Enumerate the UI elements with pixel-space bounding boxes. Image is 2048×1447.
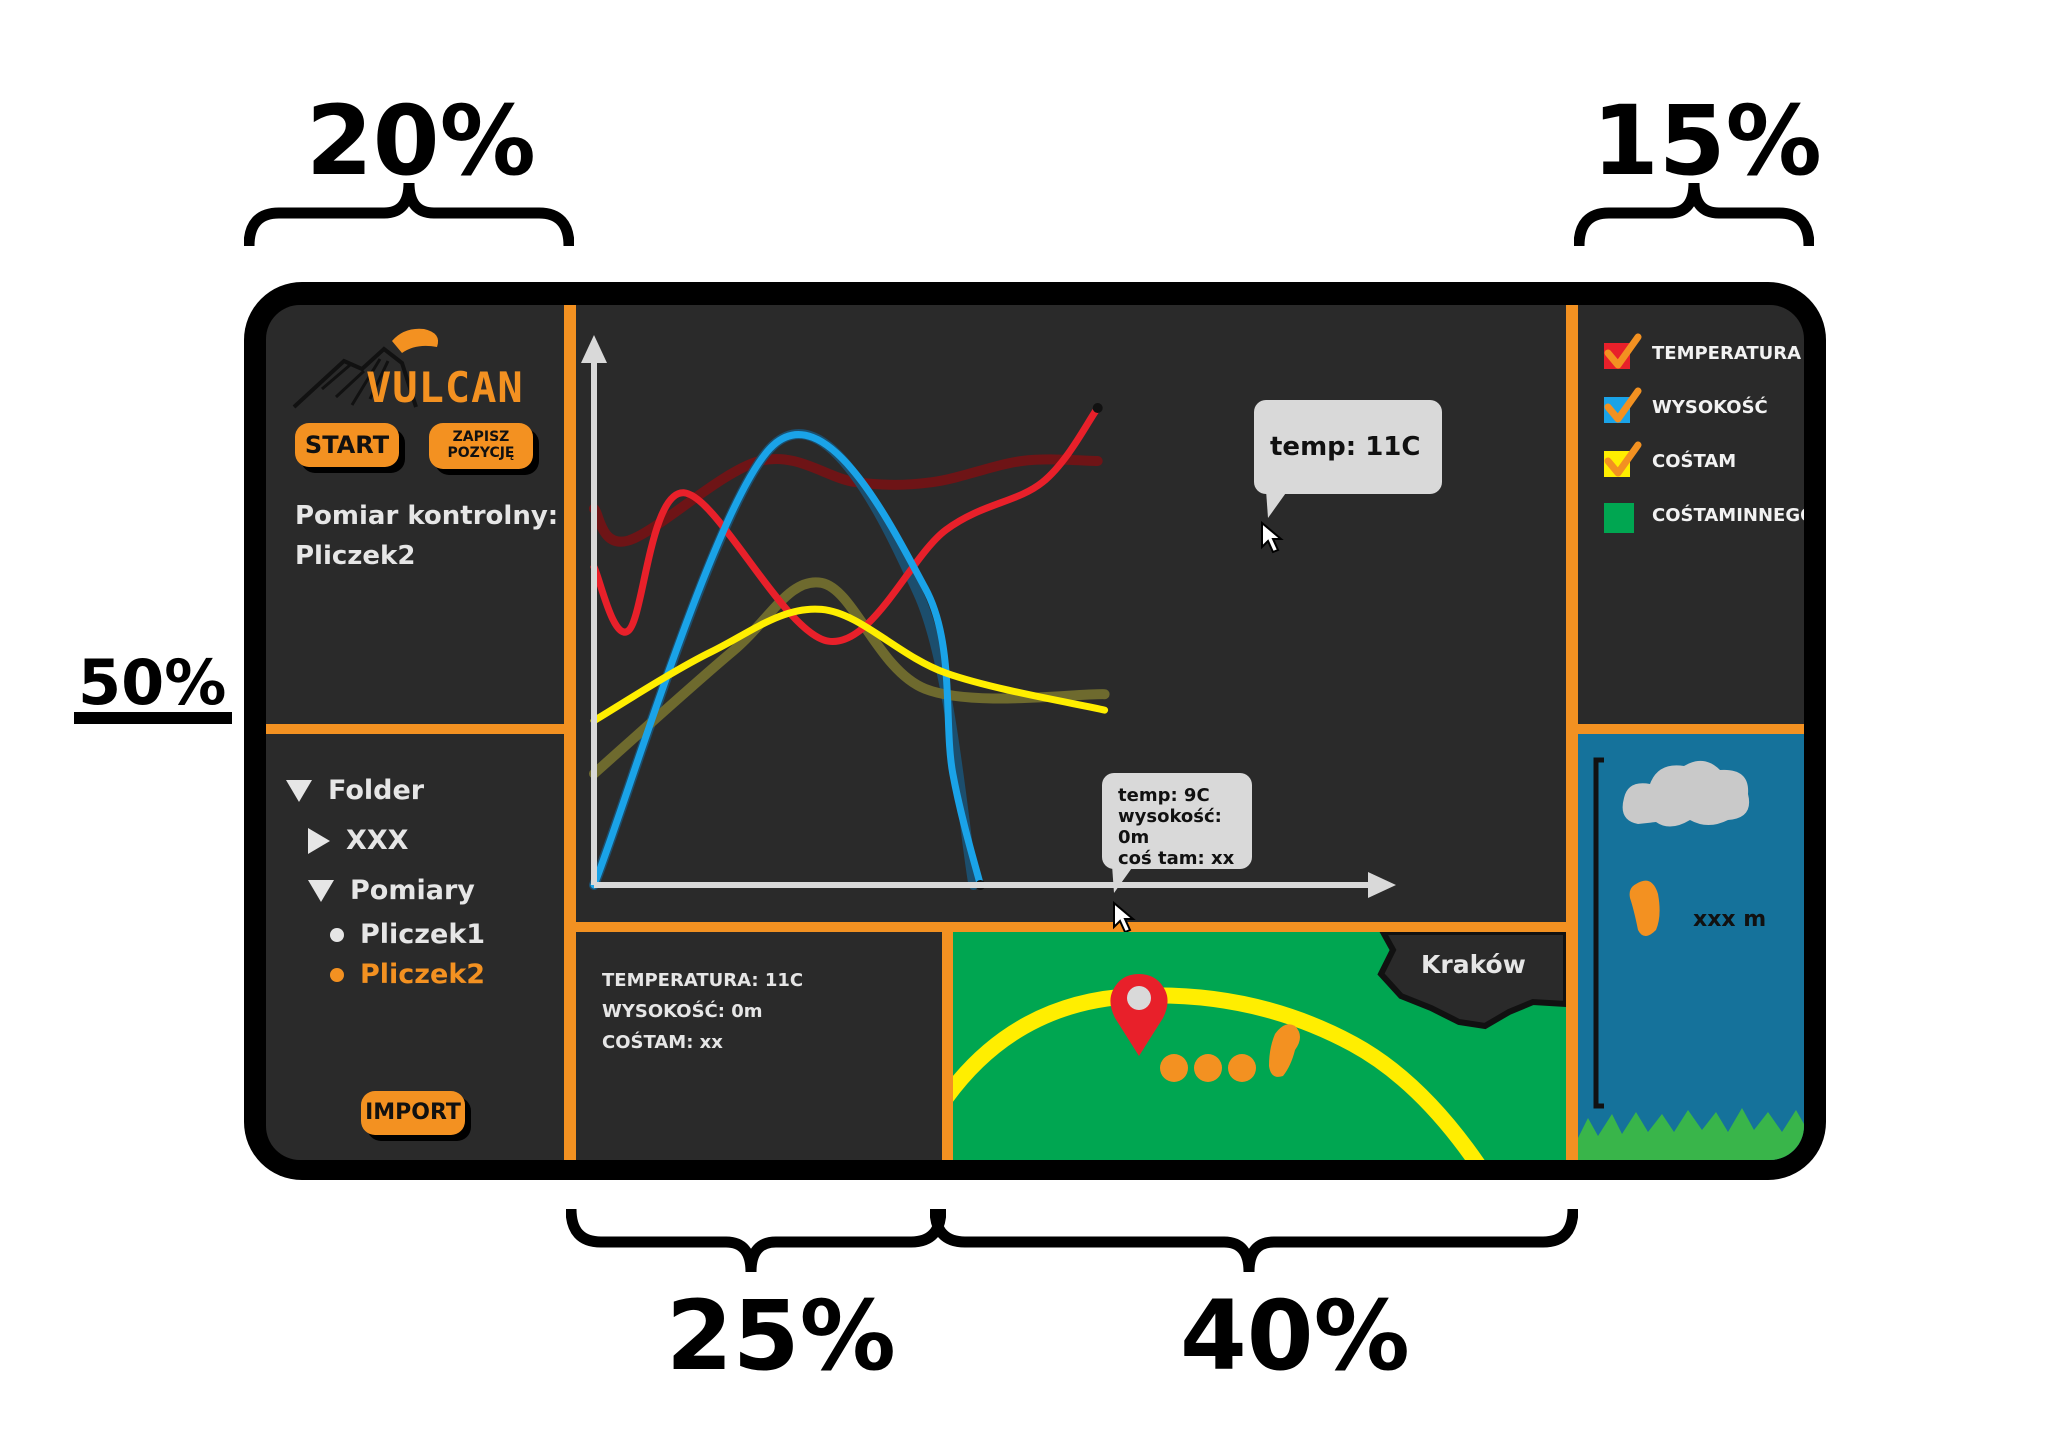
tooltip-temperature: temp: 11C [1254, 400, 1442, 494]
legend-item-wysokosc[interactable]: WYSOKOŚĆ [1602, 387, 1768, 427]
route-path [953, 987, 1485, 1160]
volcano-logo-icon [292, 328, 439, 409]
tree-item-label: Pomiary [350, 875, 475, 906]
tree-item-label: Pliczek1 [360, 919, 486, 950]
altitude-scene [1578, 757, 1804, 1160]
file-dot-icon [330, 967, 344, 982]
trail-dot [1228, 1054, 1256, 1082]
legend-item-costaminnego[interactable]: COŚTAMINNEGO [1602, 495, 1804, 535]
info-temperature: TEMPERATURA: 11C [602, 970, 804, 991]
brace-bottom-map-width [930, 1208, 1578, 1273]
shadow-series-line-0 [589, 454, 1103, 547]
legend-label: COŚTAM [1652, 450, 1737, 472]
file-dot-icon [330, 927, 344, 942]
tooltip-detail: temp: 9C wysokość: 0m coś tam: xx [1102, 773, 1252, 869]
checkbox-checked-icon [1604, 333, 1642, 369]
cursor-icon [1113, 901, 1136, 934]
save-position-label-line2: POZYCJĘ [447, 445, 515, 461]
start-button[interactable]: START [295, 423, 399, 467]
probe-icon [1269, 1024, 1300, 1077]
probe-icon [1629, 880, 1660, 936]
tooltip-detail-line1: temp: 9C [1118, 785, 1210, 806]
tooltip-temperature-text: temp: 11C [1270, 432, 1421, 462]
save-position-button[interactable]: ZAPISZ POZYCJĘ [429, 423, 533, 469]
altitude-label: xxx m [1693, 907, 1767, 932]
legend-label: WYSOKOŚĆ [1652, 396, 1768, 418]
app-screen: VULCAN START ZAPISZ POZYCJĘ Pomiar kontr… [266, 305, 1804, 1160]
map-scene [953, 932, 1566, 1160]
tree-item-label: XXX [346, 825, 409, 856]
tooltip-bottom-pointer [1112, 865, 1134, 893]
divider-right-horizontal [1578, 724, 1804, 734]
checkbox-checked-icon [1604, 441, 1642, 477]
divider-left [564, 305, 576, 1160]
collapsed-triangle-icon [308, 827, 330, 854]
expanded-triangle-icon [286, 779, 312, 802]
annotation-left-width: 20% [306, 85, 536, 197]
divider-right [1566, 305, 1578, 1160]
map-panel[interactable]: Kraków [953, 932, 1566, 1160]
tooltip-detail-line2: wysokość: 0m [1118, 806, 1222, 848]
legend-item-temperatura[interactable]: TEMPERATURA [1602, 333, 1801, 373]
shadow-series-line-2 [589, 577, 1110, 779]
cursor-icon [1261, 521, 1284, 554]
tree-item-label: Pliczek2 [360, 959, 486, 990]
checkbox-checked-icon [1604, 387, 1642, 423]
city-area [1377, 932, 1566, 1030]
legend-label: COŚTAMINNEGO [1652, 504, 1804, 526]
x-axis-arrow-icon [1368, 872, 1396, 898]
tree-item-xxx[interactable]: XXX [308, 825, 408, 856]
expanded-triangle-icon [308, 879, 334, 902]
location-pin-icon [1110, 974, 1168, 1056]
info-costam: COŚTAM: xx [602, 1032, 723, 1053]
y-axis-arrow-icon [581, 335, 607, 363]
tooltip-detail-line3: coś tam: xx [1118, 848, 1235, 869]
measurement-title: Pomiar kontrolny: [295, 501, 559, 531]
brace-right-width [1574, 182, 1814, 247]
save-position-label-line1: ZAPISZ [452, 429, 510, 445]
map-city-label: Kraków [1421, 950, 1526, 979]
annotation-bottom-info-width: 25% [666, 1280, 896, 1392]
annotation-bottom-map-width: 40% [1180, 1280, 1410, 1392]
annotation-left-height: 50% [78, 646, 227, 719]
series-line-wysokość [590, 431, 984, 889]
tree-item-folder[interactable]: Folder [286, 775, 424, 806]
trail-dot [1194, 1054, 1222, 1082]
altitude-panel: xxx m [1578, 734, 1804, 1160]
marker-left-height [74, 712, 232, 724]
app-logo [292, 319, 532, 409]
cloud-icon [1622, 760, 1750, 827]
divider-bottom-vertical [942, 932, 953, 1160]
import-button[interactable]: IMPORT [361, 1091, 465, 1135]
tree-item-pliczek1[interactable]: Pliczek1 [330, 919, 485, 950]
grass-icon [1578, 1108, 1804, 1160]
series-line-cośtam [590, 605, 1109, 725]
series-line-temperatura [590, 404, 1102, 645]
tooltip-top-pointer [1266, 490, 1288, 518]
trail-dot [1160, 1054, 1188, 1082]
legend-label: TEMPERATURA [1652, 342, 1802, 364]
tree-item-pliczek2[interactable]: Pliczek2 [330, 959, 485, 990]
app-logo-text: VULCAN [366, 363, 524, 412]
brace-bottom-info-width [566, 1208, 946, 1273]
data-point[interactable] [1092, 403, 1103, 413]
info-altitude: WYSOKOŚĆ: 0m [602, 1001, 763, 1022]
brace-left-width [244, 182, 574, 247]
tree-item-pomiary[interactable]: Pomiary [308, 875, 475, 906]
measurement-value: Pliczek2 [295, 541, 416, 571]
altitude-scale-bracket [1593, 757, 1604, 1109]
divider-left-horizontal [266, 724, 564, 734]
tree-item-label: Folder [328, 775, 425, 806]
annotation-right-width: 15% [1592, 85, 1822, 197]
legend-item-costam[interactable]: COŚTAM [1602, 441, 1736, 481]
divider-bottom-horizontal [576, 922, 1566, 932]
checkbox-unchecked-icon [1604, 503, 1634, 533]
chart-area [581, 335, 1396, 898]
